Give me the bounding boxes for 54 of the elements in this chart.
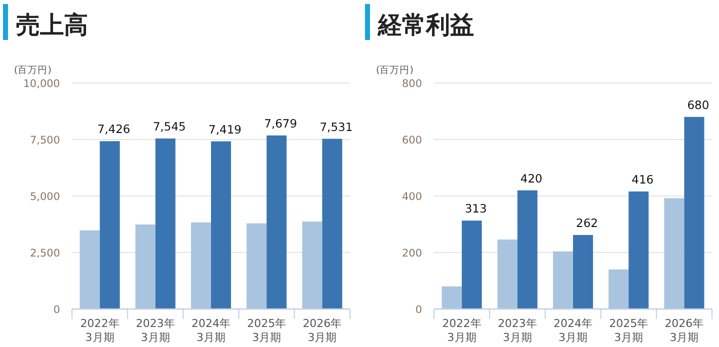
y-tick-label: 400 <box>402 191 422 203</box>
data-label: 262 <box>576 216 598 230</box>
y-tick-label: 0 <box>53 304 60 316</box>
y-tick-label: 7,500 <box>30 134 60 146</box>
x-tick-label: 2025年 3月期 <box>247 317 286 344</box>
y-tick-label: 200 <box>402 248 422 260</box>
chart-title: 経常利益 <box>377 11 474 39</box>
bar <box>322 138 342 309</box>
bar <box>442 286 462 309</box>
bar <box>684 116 704 309</box>
y-tick-label: 600 <box>402 134 422 146</box>
bar <box>573 234 594 309</box>
x-tick-label: 2026年 3月期 <box>664 317 704 344</box>
bar <box>100 141 120 309</box>
y-tick-label: 5,000 <box>30 191 60 203</box>
bar <box>497 240 518 309</box>
bar <box>664 198 684 309</box>
x-tick-label: 2023年 3月期 <box>136 317 175 344</box>
bar <box>552 251 573 309</box>
bar <box>246 223 267 309</box>
data-label: 7,531 <box>320 120 353 134</box>
x-tick-label: 2026年 3月期 <box>302 317 342 344</box>
bar <box>155 138 176 309</box>
y-tick-label: 10,000 <box>23 78 60 90</box>
bar <box>190 222 211 309</box>
data-label: 313 <box>464 202 487 216</box>
bar <box>266 135 287 309</box>
data-label: 416 <box>632 172 654 186</box>
x-tick-label: 2024年 3月期 <box>554 317 592 344</box>
data-label: 680 <box>687 98 710 112</box>
data-label: 420 <box>520 171 542 186</box>
bar <box>211 141 232 309</box>
bar <box>517 190 538 309</box>
bar <box>608 269 629 309</box>
x-tick-label: 2023年 3月期 <box>498 317 537 344</box>
chart-title: 売上高 <box>16 11 88 39</box>
x-tick-label: 2024年 3月期 <box>192 317 230 344</box>
bar <box>462 220 482 309</box>
y-tick-label: 2,500 <box>30 248 60 260</box>
y-axis-title: (百万円) <box>14 65 52 76</box>
data-label: 7,545 <box>152 119 186 134</box>
bar <box>135 224 156 309</box>
data-label: 7,679 <box>264 116 298 130</box>
data-label: 7,426 <box>97 122 130 136</box>
x-tick-label: 2022年 3月期 <box>80 317 120 344</box>
bar <box>628 191 649 309</box>
y-tick-label: 800 <box>402 78 422 90</box>
x-tick-label: 2022年 3月期 <box>442 317 482 344</box>
x-tick-label: 2025年 3月期 <box>609 317 648 344</box>
data-label: 7,419 <box>208 122 242 136</box>
y-axis-title: (百万円) <box>376 65 414 76</box>
bar <box>302 222 322 309</box>
y-tick-label: 0 <box>415 304 422 316</box>
bar <box>80 230 100 309</box>
